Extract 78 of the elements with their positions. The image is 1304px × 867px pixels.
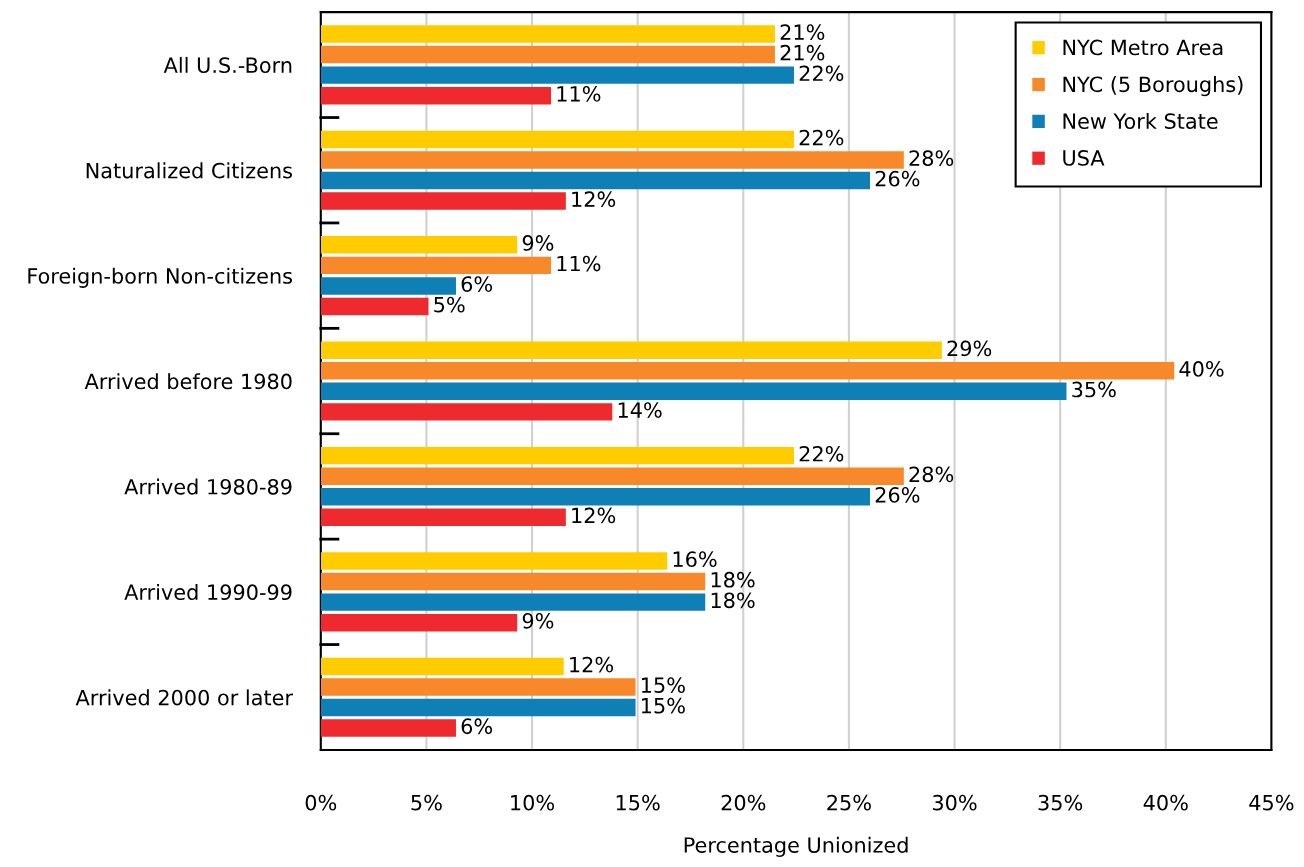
bar <box>320 66 794 84</box>
data-label: 29% <box>947 340 992 357</box>
bar <box>320 487 871 506</box>
bar <box>320 382 1067 401</box>
data-label: 16% <box>673 551 717 568</box>
bar <box>320 256 552 275</box>
y-tick-label: All U.S.-Born <box>163 56 292 74</box>
bar <box>320 508 566 527</box>
x-tick-label: 30% <box>932 794 977 811</box>
data-label: 26% <box>875 170 920 187</box>
data-label: 12% <box>570 656 614 673</box>
bar <box>320 171 871 190</box>
data-label: 28% <box>909 466 954 483</box>
data-label: 40% <box>1179 361 1224 377</box>
y-tick-label: Naturalized Citizens <box>86 162 292 179</box>
y-tick-label: Arrived 1990-99 <box>124 583 292 601</box>
data-label: 22% <box>799 129 844 146</box>
bar <box>320 719 456 737</box>
y-tick-label: Arrived 2000 or later <box>75 689 294 706</box>
y-tick-label: Arrived before 1980 <box>84 373 292 390</box>
legend-label: New York State <box>1063 112 1218 130</box>
x-axis-title: Percentage Unionized <box>684 836 908 857</box>
data-label: 18% <box>711 592 755 609</box>
bar <box>320 45 775 64</box>
data-label: 14% <box>618 402 662 418</box>
x-tick-label: 45% <box>1249 794 1294 811</box>
bar <box>320 698 636 717</box>
data-label: 18% <box>711 571 755 588</box>
data-label: 11% <box>557 255 601 272</box>
data-label: 6% <box>461 276 493 292</box>
data-label: 15% <box>642 677 685 694</box>
x-tick-label: 35% <box>1038 794 1083 811</box>
y-tick-label: Foreign-born Non-citizens <box>28 267 292 288</box>
bar <box>320 593 706 611</box>
data-label: 12% <box>572 191 616 208</box>
data-label: 35% <box>1072 381 1116 398</box>
bar <box>320 446 794 465</box>
legend-label: USA <box>1063 150 1105 166</box>
bar <box>320 657 564 676</box>
x-tick-label: 25% <box>827 794 871 811</box>
x-tick-label: 5% <box>411 794 442 811</box>
data-label: 22% <box>799 445 844 462</box>
bar <box>320 362 1175 380</box>
bar <box>320 613 518 632</box>
bar <box>320 552 668 570</box>
data-label: 6% <box>461 718 493 735</box>
data-label: 9% <box>522 612 554 629</box>
data-label: 11% <box>557 85 601 102</box>
bar <box>320 467 904 485</box>
x-tick-label: 0% <box>305 794 337 811</box>
bar <box>320 236 518 254</box>
bar <box>320 130 794 149</box>
bar <box>320 403 613 421</box>
y-tick-label: Arrived 1980-89 <box>124 478 292 495</box>
bar <box>320 151 904 169</box>
data-label: 5% <box>434 296 465 313</box>
bar <box>320 192 566 210</box>
bar <box>320 341 942 359</box>
bar <box>320 86 552 105</box>
bar <box>320 572 706 591</box>
x-tick-label: 20% <box>721 794 766 811</box>
data-label: 15% <box>642 697 685 714</box>
legend-label: NYC Metro Area <box>1063 39 1223 56</box>
data-label: 9% <box>522 235 554 251</box>
legend-label: NYC (5 Boroughs) <box>1063 76 1243 97</box>
data-label: 22% <box>799 65 844 82</box>
data-label: 28% <box>909 150 954 167</box>
data-label: 21% <box>780 24 825 41</box>
x-tick-label: 15% <box>616 794 660 811</box>
bar <box>320 678 636 696</box>
data-label: 21% <box>780 44 825 61</box>
bar <box>320 25 775 43</box>
x-tick-label: 40% <box>1143 794 1188 811</box>
data-label: 12% <box>572 507 616 524</box>
x-tick-label: 10% <box>511 794 555 811</box>
data-label: 26% <box>875 487 920 503</box>
bar <box>320 277 456 295</box>
bar <box>320 297 429 316</box>
